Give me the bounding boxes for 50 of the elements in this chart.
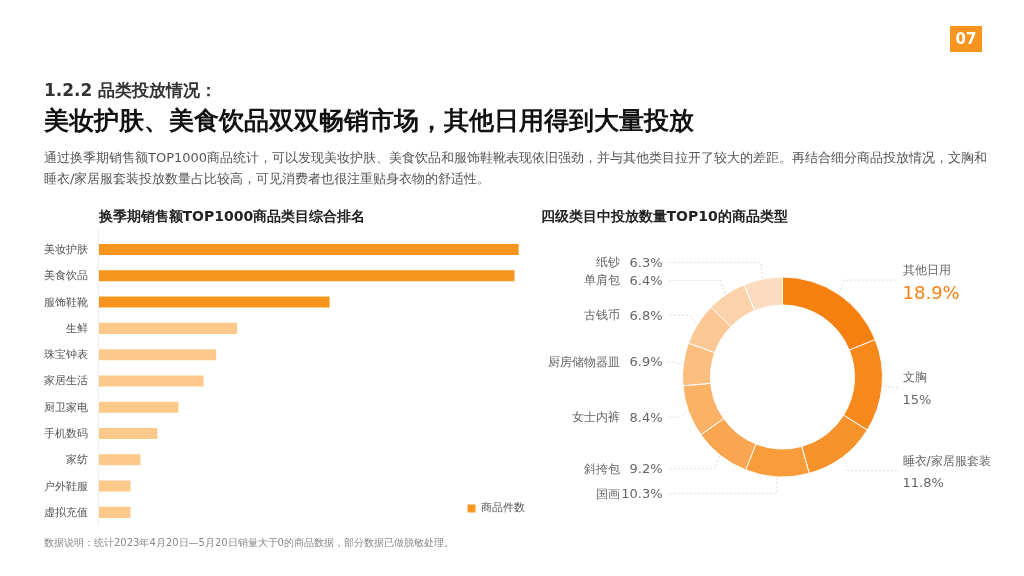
chart-title: 四级类目中投放数量TOP10的商品类型 [540, 207, 788, 224]
bar [98, 454, 141, 466]
y-tick-label: 生鲜 [65, 321, 88, 335]
slice-label: 斜挎包 [583, 461, 620, 476]
data-label: 10.3% [621, 486, 663, 502]
data-label: 6.4% [629, 272, 663, 288]
bar [98, 401, 179, 413]
data-label: 18.9% [902, 281, 960, 303]
legend-label: 商品件数 [481, 500, 525, 515]
data-label: 6.9% [629, 354, 663, 370]
data-label: 15% [902, 391, 932, 407]
bar [98, 244, 519, 256]
y-tick-label: 手机数码 [43, 427, 88, 441]
bar [98, 270, 515, 282]
bar [98, 427, 158, 440]
data-label: 6.8% [629, 307, 663, 323]
text: 1.2.2 品类投放情况： [44, 79, 218, 102]
data-label: 8.4% [629, 409, 663, 425]
slice-label: 单肩包 [583, 273, 620, 288]
slice-label: 厨房储物器皿 [547, 354, 620, 369]
data-label: 11.8% [902, 475, 944, 491]
text: 07 [950, 26, 982, 52]
y-tick-label: 家纺 [65, 453, 88, 467]
y-tick-label: 家居生活 [43, 374, 88, 388]
bar [98, 506, 131, 518]
bar [98, 480, 131, 492]
slice-label: 纸钞 [595, 255, 620, 270]
slice-label: 文胸 [902, 370, 927, 385]
slice-label: 其他日用 [902, 263, 951, 278]
slice-label: 睡衣/家居服套装 [902, 453, 991, 468]
slice-label: 古钱币 [583, 308, 620, 323]
text: 通过换季期销售额TOP1000商品统计，可以发现美妆护肤、美食饮品和服饰鞋靴表现依旧强劲，并与其他类目拉开了较大的差距。再结合细分商品投放情况，文胸和睡衣/家居服套装投放数量占比较高，可见消费者也很注重贴身衣物的舒适性。 [44, 149, 989, 188]
bar [98, 296, 330, 308]
slice-label: 国画 [595, 486, 620, 501]
bar [98, 375, 204, 387]
text: 数据说明：统计2023年4月20日—5月20日销量大于0的商品数据，部分数据已做脱敏处理。 [43, 536, 454, 550]
y-tick-label: 美食饮品 [43, 269, 88, 283]
y-tick-label: 户外鞋服 [43, 479, 88, 493]
text: 美妆护肤、美食饮品双双畅销市场，其他日用得到大量投放 [44, 105, 694, 137]
y-tick-label: 厨卫家电 [43, 400, 88, 414]
bar [98, 349, 217, 361]
y-tick-label: 美妆护肤 [43, 243, 88, 257]
data-label: 6.3% [629, 254, 663, 270]
y-tick-label: 虚拟充值 [43, 505, 88, 519]
y-tick-label: 珠宝钟表 [43, 348, 88, 362]
y-tick-label: 服饰鞋靴 [43, 295, 88, 309]
data-label: 9.2% [629, 461, 663, 477]
slice-label: 女士内裤 [571, 410, 620, 425]
chart-title: 换季期销售额TOP1000商品类目综合排名 [97, 207, 366, 224]
bar [98, 322, 238, 334]
